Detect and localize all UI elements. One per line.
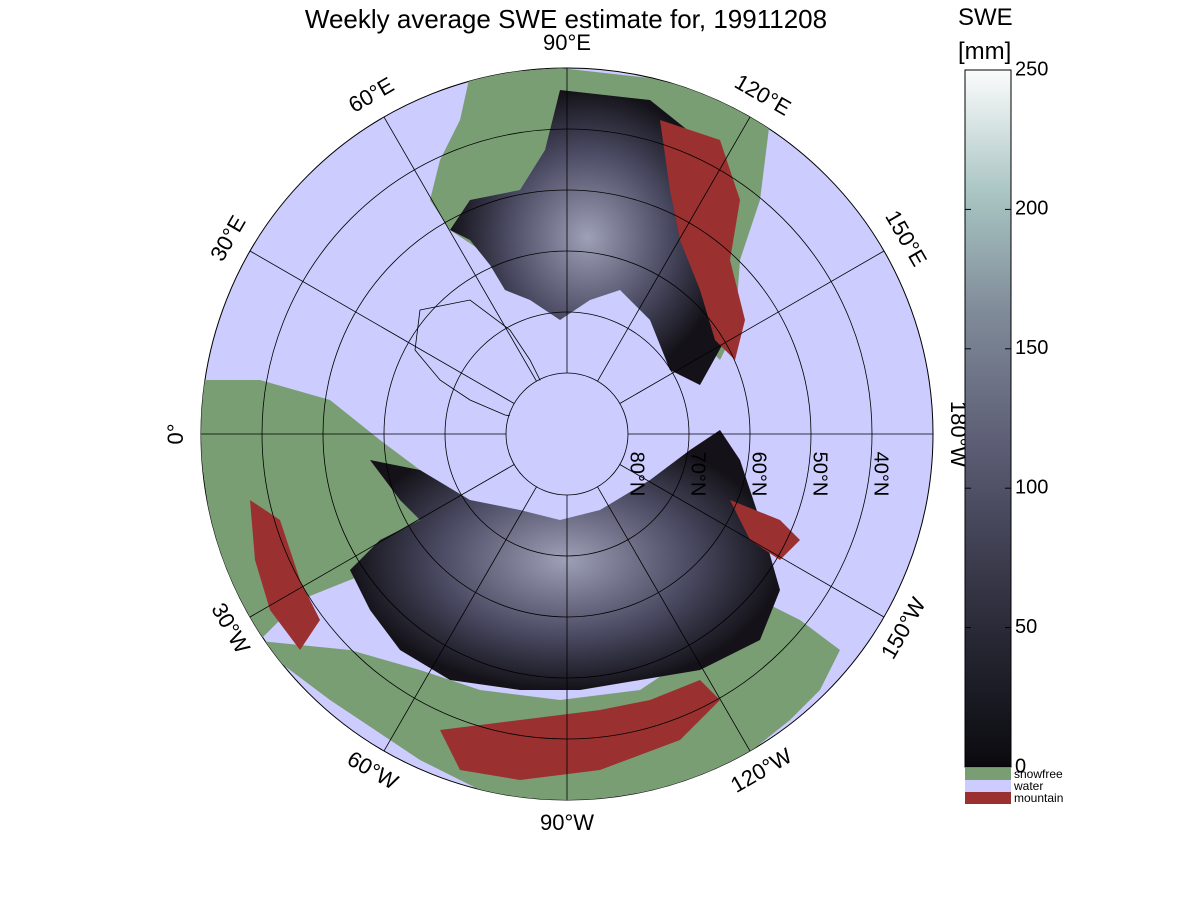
colorbar-tick-label: 200 [1015,198,1048,220]
colorbar-ticks: 0 50 100 150 200 250 [965,58,1048,777]
meridian-line [249,250,515,404]
parallel-circle [322,189,812,679]
parallel-circle [505,372,629,496]
meridian-line [383,486,537,752]
latitude-label: 50°N [809,452,831,497]
colorbar-tick-label: 150 [1015,337,1048,359]
parallel-circle [383,250,751,618]
meridian-line [619,464,885,618]
latitude-label: 70°N [687,452,709,497]
mountain-asia-south [440,680,720,780]
meridian-line [249,464,515,618]
colorbar-tick-label: 0 [1015,755,1026,777]
pole-area [507,374,627,494]
category-label-snowfree: snowfree [1014,767,1063,781]
longitude-label: 0° [163,423,188,444]
meridian-line [619,250,885,404]
colorbar-gradient [964,69,1012,768]
category-swatch-water [965,780,1011,792]
parallel-circle [444,311,690,557]
longitude-label: 60°E [344,72,398,118]
land-asia-snowfree [250,600,840,800]
meridian-line [383,116,537,382]
longitude-label: 30°E [205,211,251,265]
longitude-label: 90°W [540,810,594,835]
longitude-label: 90°E [543,30,591,55]
mountain-rockies [660,120,745,360]
meridian-line [597,116,751,382]
category-swatch-snowfree [965,768,1011,780]
latitude-label: 80°N [626,452,648,497]
mountain-europe [250,500,320,650]
figure-title: Weekly average SWE estimate for, 1991120… [304,4,828,34]
latitude-label: 60°N [748,452,770,497]
meridian-line [597,486,751,752]
category-label-mountain: mountain [1014,791,1063,805]
latitude-label: 40°N [870,452,892,497]
colorbar-title-line2: [mm] [958,38,1012,65]
colorbar-tick-label: 50 [1015,616,1037,638]
colorbar-tick-label: 100 [1015,476,1048,498]
colorbar-tick-label: 250 [1015,58,1048,80]
mountain-east-asia [730,500,800,560]
colorbar-title-line1: SWE [958,4,1013,31]
graticule [201,68,933,800]
parallel-circle [261,128,873,740]
category-label-water: water [1013,779,1043,793]
map-disk [200,67,934,801]
category-swatch-mountain [965,792,1011,804]
land-north-america-snow [450,90,725,385]
latitude-labels: 80°N 70°N 60°N 50°N 40°N [626,452,892,497]
